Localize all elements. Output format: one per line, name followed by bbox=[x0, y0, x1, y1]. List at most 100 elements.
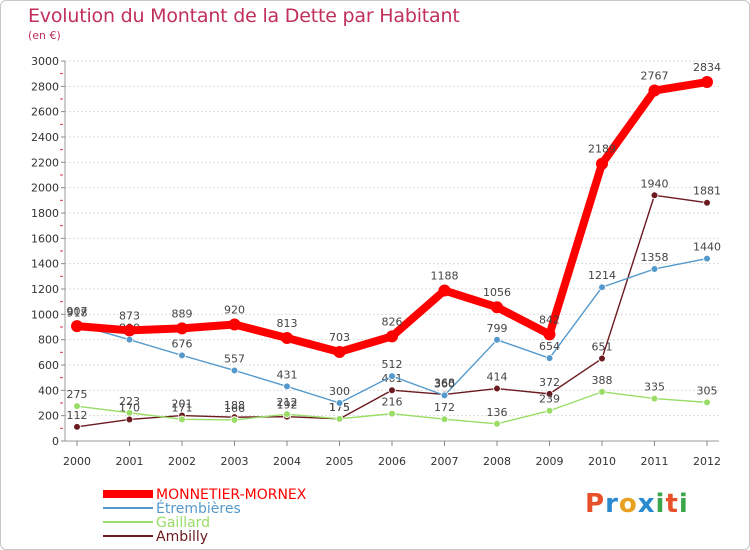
data-point-etrembieres bbox=[440, 391, 449, 400]
logo-letter: r bbox=[605, 489, 619, 519]
data-label-etrembieres: 654 bbox=[539, 340, 560, 353]
data-point-ambilly bbox=[388, 386, 396, 395]
data-label-ambilly: 192 bbox=[277, 399, 298, 412]
data-label-gaillard: 239 bbox=[539, 393, 560, 406]
data-point-etrembieres bbox=[178, 351, 186, 360]
data-point-gaillard bbox=[178, 415, 186, 424]
legend-label-etrembieres: Étrembières bbox=[156, 500, 241, 517]
data-point-gaillard bbox=[283, 410, 291, 418]
data-label-etrembieres: 557 bbox=[224, 352, 245, 365]
data-point-etrembieres bbox=[335, 399, 344, 407]
x-tick-label: 2009 bbox=[536, 455, 564, 468]
data-label-ambilly: 112 bbox=[67, 409, 88, 422]
data-point-etrembieres bbox=[125, 335, 134, 344]
data-point-gaillard bbox=[73, 402, 81, 410]
data-label-gaillard: 335 bbox=[644, 381, 665, 394]
y-tick-label: 600 bbox=[38, 359, 59, 372]
data-point-monnetier-mornex bbox=[543, 328, 556, 341]
y-tick-label: 400 bbox=[38, 384, 59, 397]
data-point-gaillard bbox=[545, 406, 554, 415]
logo-letter: t bbox=[665, 489, 679, 519]
data-point-monnetier-mornex bbox=[648, 84, 661, 97]
data-point-monnetier-mornex bbox=[228, 318, 241, 331]
data-label-gaillard: 388 bbox=[592, 374, 613, 387]
x-tick-label: 2007 bbox=[431, 455, 459, 468]
data-point-gaillard bbox=[335, 415, 344, 423]
x-tick-label: 2003 bbox=[221, 455, 249, 468]
data-point-ambilly bbox=[545, 390, 554, 398]
x-tick-label: 2002 bbox=[168, 455, 196, 468]
data-label-monnetier-mornex: 889 bbox=[172, 307, 193, 320]
data-point-monnetier-mornex bbox=[596, 157, 608, 170]
data-point-gaillard bbox=[650, 394, 659, 403]
data-label-gaillard: 136 bbox=[487, 406, 508, 419]
y-tick-label: 1800 bbox=[31, 207, 59, 220]
data-label-ambilly: 201 bbox=[172, 398, 193, 411]
data-point-monnetier-mornex bbox=[281, 332, 293, 345]
y-tick-label: 1200 bbox=[31, 283, 59, 296]
data-point-etrembieres bbox=[388, 372, 396, 380]
data-label-monnetier-mornex: 920 bbox=[224, 303, 245, 316]
data-point-ambilly bbox=[493, 384, 501, 393]
data-point-ambilly bbox=[125, 415, 134, 424]
data-label-etrembieres: 1440 bbox=[693, 241, 721, 254]
data-label-monnetier-mornex: 2767 bbox=[641, 70, 669, 83]
logo-letter: i bbox=[655, 489, 666, 519]
data-label-ambilly: 188 bbox=[224, 399, 245, 412]
data-label-ambilly: 175 bbox=[329, 401, 350, 414]
logo-letter: i bbox=[678, 489, 689, 519]
data-label-etrembieres: 360 bbox=[434, 377, 455, 390]
data-point-gaillard bbox=[440, 415, 449, 424]
x-tick-label: 2004 bbox=[273, 455, 301, 468]
data-label-gaillard: 275 bbox=[67, 388, 88, 401]
x-tick-label: 2005 bbox=[326, 455, 354, 468]
y-tick-label: 3000 bbox=[31, 55, 59, 68]
y-tick-label: 1400 bbox=[31, 258, 59, 271]
data-label-etrembieres: 512 bbox=[382, 358, 403, 371]
data-point-monnetier-mornex bbox=[491, 301, 503, 314]
data-point-monnetier-mornex bbox=[333, 345, 346, 358]
data-label-etrembieres: 799 bbox=[487, 322, 508, 335]
chart-subtitle: (en €) bbox=[28, 29, 61, 42]
data-label-gaillard: 171 bbox=[172, 401, 193, 414]
data-label-gaillard: 172 bbox=[434, 401, 455, 414]
y-tick-label: 2400 bbox=[31, 131, 59, 144]
data-label-monnetier-mornex: 813 bbox=[277, 317, 298, 330]
data-point-ambilly bbox=[650, 191, 659, 200]
data-point-monnetier-mornex bbox=[386, 330, 398, 343]
data-label-etrembieres: 1358 bbox=[641, 251, 669, 264]
chart-title: Evolution du Montant de la Dette par Hab… bbox=[28, 5, 460, 27]
y-tick-label: 200 bbox=[38, 410, 59, 423]
x-tick-label: 2012 bbox=[693, 455, 721, 468]
data-point-etrembieres bbox=[650, 265, 659, 273]
data-label-etrembieres: 918 bbox=[67, 307, 88, 320]
proxiti-logo: Proxiti bbox=[585, 489, 689, 519]
data-point-ambilly bbox=[73, 423, 81, 431]
data-label-ambilly: 414 bbox=[487, 371, 508, 384]
data-point-gaillard bbox=[230, 416, 239, 424]
data-label-gaillard: 175 bbox=[329, 401, 350, 414]
data-label-etrembieres: 1214 bbox=[588, 269, 616, 282]
data-point-monnetier-mornex bbox=[71, 320, 83, 333]
x-tick-label: 2008 bbox=[483, 455, 511, 468]
data-label-ambilly: 372 bbox=[539, 376, 560, 389]
data-label-ambilly: 651 bbox=[592, 341, 613, 354]
data-label-gaillard: 223 bbox=[119, 395, 140, 408]
data-point-gaillard bbox=[388, 409, 396, 418]
data-label-monnetier-mornex: 873 bbox=[119, 309, 140, 322]
y-tick-label: 2000 bbox=[31, 182, 59, 195]
y-tick-label: 800 bbox=[38, 334, 59, 347]
legend-label-ambilly: Ambilly bbox=[156, 529, 208, 545]
data-label-ambilly: 368 bbox=[434, 376, 455, 389]
x-tick-label: 2010 bbox=[588, 455, 616, 468]
data-point-etrembieres bbox=[493, 335, 501, 344]
x-tick-label: 2001 bbox=[116, 455, 144, 468]
data-label-gaillard: 305 bbox=[697, 384, 718, 397]
data-point-etrembieres bbox=[283, 382, 291, 391]
data-label-gaillard: 212 bbox=[277, 396, 298, 409]
data-label-monnetier-mornex: 1056 bbox=[483, 286, 511, 299]
data-point-etrembieres bbox=[230, 366, 239, 375]
data-label-monnetier-mornex: 842 bbox=[539, 313, 560, 326]
